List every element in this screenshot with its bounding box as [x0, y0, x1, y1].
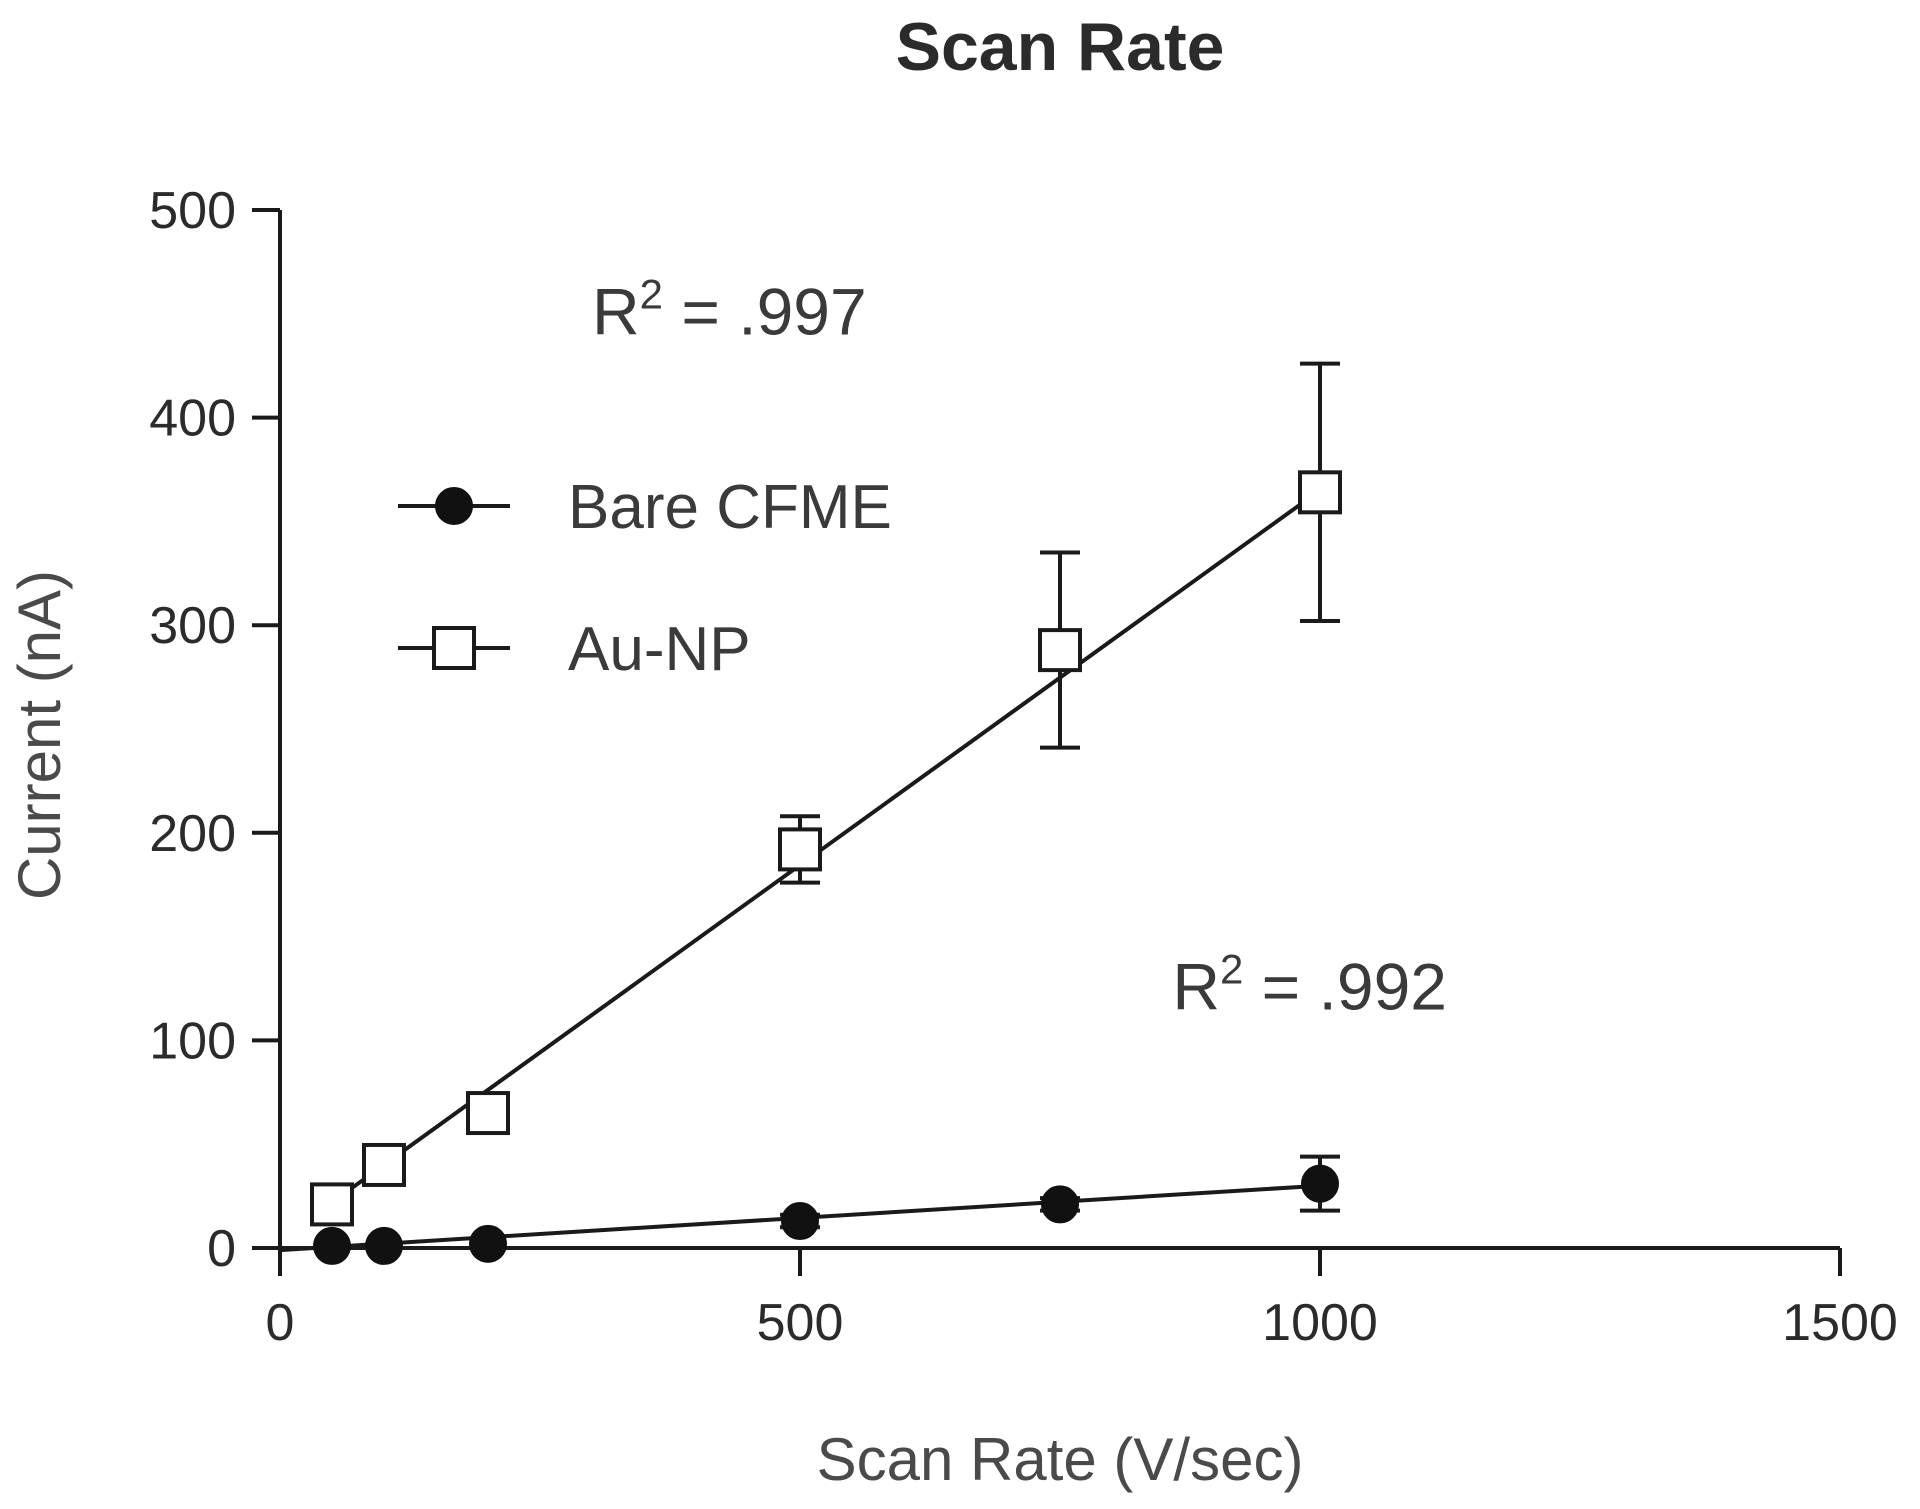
chart-title: Scan Rate	[896, 9, 1225, 85]
data-point-series-1	[310, 1182, 354, 1227]
data-point-series-0	[313, 1226, 351, 1265]
r-squared-annotation: R2 = .997	[592, 271, 867, 349]
legend-entry-series-0: Bare CFME	[398, 473, 892, 542]
legend-label: Bare CFME	[568, 473, 892, 542]
legend-marker	[432, 626, 476, 670]
y-tick-label: 200	[149, 805, 236, 863]
y-tick-label: 500	[149, 182, 236, 240]
annotations: R2 = .997 R2 = .992	[592, 271, 1447, 1024]
y-tick-label: 100	[149, 1012, 236, 1070]
r-squared-annotation: R2 = .992	[1172, 945, 1447, 1023]
data-point-series-1	[1298, 470, 1342, 515]
y-tick-label: 300	[149, 597, 236, 655]
y-tick-label: 0	[207, 1220, 236, 1278]
legend-marker	[435, 487, 473, 525]
data-point-series-0	[781, 1202, 819, 1241]
x-tick-label: 1000	[1262, 1294, 1378, 1352]
data-point-series-1	[466, 1091, 510, 1136]
x-tick-label: 1500	[1782, 1294, 1898, 1352]
data-point-series-1	[778, 827, 822, 872]
data-point-series-0	[1041, 1185, 1079, 1224]
x-tick-label: 0	[266, 1294, 295, 1352]
data-point-series-0	[469, 1224, 507, 1263]
data-point-series-1	[362, 1142, 406, 1187]
data-point-series-1	[1038, 628, 1082, 673]
x-tick-label: 500	[757, 1294, 844, 1352]
y-axis-label: Current (nA)	[6, 570, 73, 900]
data-points	[310, 470, 1342, 1265]
legend-label: Au-NP	[568, 615, 751, 684]
fit-line-series-1	[330, 488, 1322, 1204]
axes: 0 100 200 300 400 500 0 500 1000 1500	[149, 182, 1898, 1352]
legend: Bare CFME Au-NP	[398, 473, 892, 684]
legend-entry-series-1: Au-NP	[398, 615, 751, 684]
x-axis-label: Scan Rate (V/sec)	[817, 1426, 1304, 1493]
data-point-series-0	[365, 1226, 403, 1265]
y-tick-label: 400	[149, 390, 236, 448]
data-point-series-0	[1301, 1164, 1339, 1203]
